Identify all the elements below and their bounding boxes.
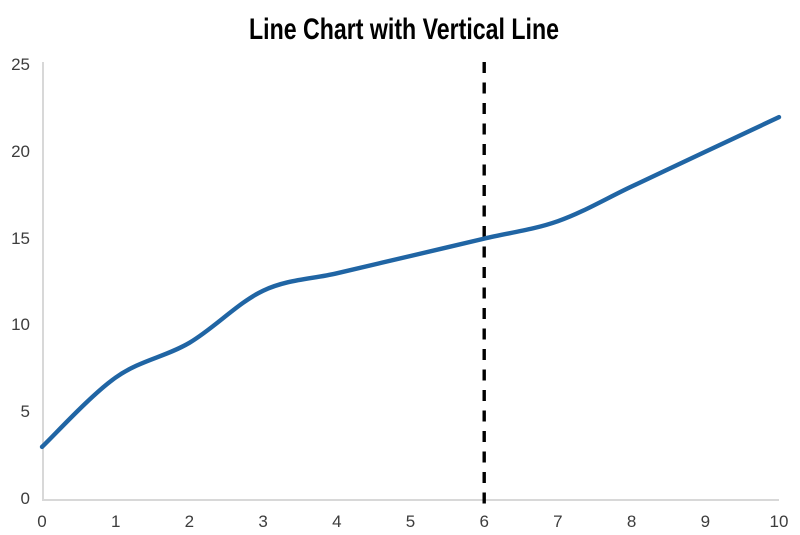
x-axis-tick-label: 9 <box>701 512 710 531</box>
x-axis-tick-label: 8 <box>627 512 636 531</box>
y-axis-tick-label: 15 <box>11 229 30 248</box>
y-axis-tick-label: 20 <box>11 142 30 161</box>
x-axis-tick-label: 7 <box>553 512 562 531</box>
data-series-line <box>39 114 782 450</box>
chart-title: Line Chart with Vertical Line <box>249 13 559 46</box>
y-axis-tick-label: 25 <box>11 55 30 74</box>
x-axis-tick-label: 4 <box>332 512 341 531</box>
x-axis-tick-label: 3 <box>258 512 267 531</box>
x-axis-tick-label: 6 <box>479 512 488 531</box>
x-axis-tick-label: 2 <box>185 512 194 531</box>
x-axis-tick-label: 0 <box>37 512 46 531</box>
x-axis-tick-label: 10 <box>770 512 789 531</box>
y-axis-tick-label: 0 <box>21 489 30 508</box>
x-axis-tick-label: 5 <box>406 512 415 531</box>
y-axis-tick-label: 5 <box>21 402 30 421</box>
x-axis-tick-label: 1 <box>111 512 120 531</box>
y-axis-tick-label: 10 <box>11 315 30 334</box>
